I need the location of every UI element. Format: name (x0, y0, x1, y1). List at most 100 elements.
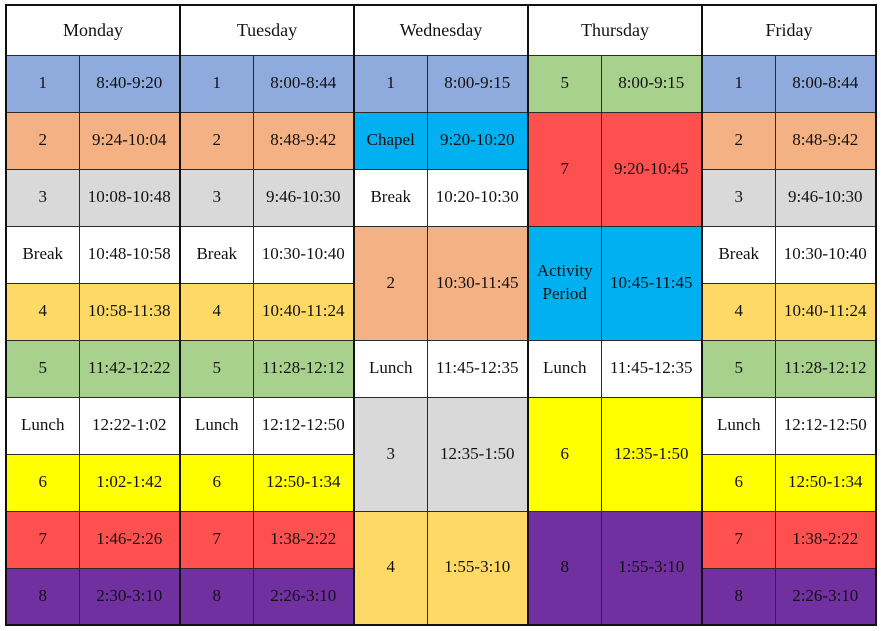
period-time: 8:00-8:44 (252, 54, 355, 113)
period-time: 10:48-10:58 (78, 225, 181, 284)
period-label: 7 (527, 111, 602, 227)
period-label: Lunch (5, 396, 80, 455)
period-time: 10:30-10:40 (252, 225, 355, 284)
period-label: 6 (179, 453, 254, 512)
period-label: 8 (527, 510, 602, 626)
period-time: 12:50-1:34 (774, 453, 877, 512)
period-time: 8:48-9:42 (252, 111, 355, 170)
period-time: 12:12-12:50 (774, 396, 877, 455)
period-label: 5 (179, 339, 254, 398)
period-time: 11:28-12:12 (774, 339, 877, 398)
period-time: 8:48-9:42 (774, 111, 877, 170)
period-label: 5 (701, 339, 776, 398)
schedule-row: 8 2:30-3:10 8 2:26-3:10 8 2:26-3:10 (5, 567, 877, 626)
period-label: Break (353, 168, 428, 227)
schedule-row: 2 9:24-10:04 2 8:48-9:42 Chapel 9:20-10:20 7 9:… (5, 111, 877, 227)
period-time: 9:46-10:30 (252, 168, 355, 227)
period-label: Lunch (179, 396, 254, 455)
schedule-row: Lunch 12:22-1:02 Lunch 12:12-12:50 3 12:35-1:… (5, 396, 877, 512)
period-label: Lunch (527, 339, 602, 398)
period-time: 2:26-3:10 (252, 567, 355, 626)
period-label: Break (5, 225, 80, 284)
period-label: Lunch (353, 339, 428, 398)
period-label: 7 (5, 510, 80, 569)
period-label: 1 (5, 54, 80, 113)
schedule-row: 4 10:58-11:38 4 10:40-11:24 4 10:40-11:24 (5, 282, 877, 341)
day-header-friday: Friday (701, 4, 877, 56)
period-label: 6 (701, 453, 776, 512)
period-time: 2:26-3:10 (774, 567, 877, 626)
period-label: Break (179, 225, 254, 284)
period-label: 3 (701, 168, 776, 227)
day-header-tuesday: Tuesday (179, 4, 355, 56)
period-label: 8 (5, 567, 80, 626)
schedule-row: Break 10:48-10:58 Break 10:30-10:40 2 10:30-1… (5, 225, 877, 341)
period-label: 3 (353, 396, 428, 512)
period-time: 12:35-1:50 (426, 396, 529, 512)
period-time: 1:55-3:10 (426, 510, 529, 626)
period-time: 2:30-3:10 (78, 567, 181, 626)
period-time: 1:55-3:10 (600, 510, 703, 626)
schedule-row: 7 1:46-2:26 7 1:38-2:22 4 1:55-3:10 8 1:55-3:10… (5, 510, 877, 626)
day-header-monday: Monday (5, 4, 181, 56)
period-time: 12:50-1:34 (252, 453, 355, 512)
period-label: Break (701, 225, 776, 284)
day-header-thursday: Thursday (527, 4, 703, 56)
schedule-row: 3 10:08-10:48 3 9:46-10:30 Break 10:20-10:30 3… (5, 168, 877, 227)
period-time: 8:00-9:15 (600, 54, 703, 113)
period-time: 10:20-10:30 (426, 168, 529, 227)
period-time: 12:35-1:50 (600, 396, 703, 512)
period-label: Chapel (353, 111, 428, 170)
period-time: 10:40-11:24 (774, 282, 877, 341)
schedule-row: 5 11:42-12:22 5 11:28-12:12 Lunch 11:45-12:35… (5, 339, 877, 398)
period-label: 4 (179, 282, 254, 341)
period-time: 8:00-9:15 (426, 54, 529, 113)
period-label: 5 (5, 339, 80, 398)
period-time: 10:08-10:48 (78, 168, 181, 227)
period-time: 11:45-12:35 (426, 339, 529, 398)
period-label: 6 (527, 396, 602, 512)
period-label: Activity Period (527, 225, 602, 341)
period-label: 6 (5, 453, 80, 512)
period-label: 1 (701, 54, 776, 113)
period-label: 7 (701, 510, 776, 569)
period-time: 8:00-8:44 (774, 54, 877, 113)
period-label: 4 (353, 510, 428, 626)
period-time: 12:12-12:50 (252, 396, 355, 455)
period-time: 10:58-11:38 (78, 282, 181, 341)
period-label: 2 (5, 111, 80, 170)
period-time: 1:02-1:42 (78, 453, 181, 512)
period-label: Lunch (701, 396, 776, 455)
period-time: 9:24-10:04 (78, 111, 181, 170)
period-label: 3 (179, 168, 254, 227)
period-label: 8 (701, 567, 776, 626)
period-label: 5 (527, 54, 602, 113)
period-time: 9:20-10:45 (600, 111, 703, 227)
period-time: 11:28-12:12 (252, 339, 355, 398)
period-time: 10:40-11:24 (252, 282, 355, 341)
period-label: 4 (701, 282, 776, 341)
header-row: Monday Tuesday Wednesday Thursday Friday (5, 4, 877, 56)
period-time: 10:45-11:45 (600, 225, 703, 341)
period-label: 2 (701, 111, 776, 170)
period-label: 3 (5, 168, 80, 227)
period-label: 2 (353, 225, 428, 341)
period-label: 1 (353, 54, 428, 113)
period-time: 10:30-10:40 (774, 225, 877, 284)
period-time: 1:38-2:22 (774, 510, 877, 569)
period-label: 7 (179, 510, 254, 569)
period-time: 11:45-12:35 (600, 339, 703, 398)
period-time: 12:22-1:02 (78, 396, 181, 455)
period-label: 2 (179, 111, 254, 170)
period-time: 10:30-11:45 (426, 225, 529, 341)
period-time: 9:46-10:30 (774, 168, 877, 227)
period-time: 8:40-9:20 (78, 54, 181, 113)
period-label: 4 (5, 282, 80, 341)
period-time: 1:46-2:26 (78, 510, 181, 569)
schedule-row: 1 8:40-9:20 1 8:00-8:44 1 8:00-9:15 5 8:00-9:15… (5, 54, 877, 113)
bell-schedule-table: Monday Tuesday Wednesday Thursday Friday 1 8:… (5, 4, 877, 626)
day-header-wednesday: Wednesday (353, 4, 529, 56)
period-label: 8 (179, 567, 254, 626)
period-time: 1:38-2:22 (252, 510, 355, 569)
period-time: 9:20-10:20 (426, 111, 529, 170)
